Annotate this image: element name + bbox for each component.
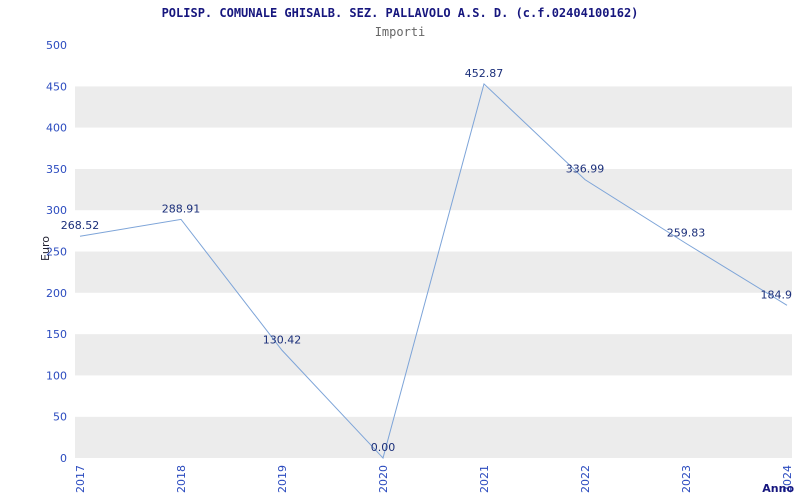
svg-text:2021: 2021 <box>478 465 491 493</box>
svg-text:288.91: 288.91 <box>162 202 201 215</box>
chart-title: POLISP. COMUNALE GHISALB. SEZ. PALLAVOLO… <box>161 6 639 20</box>
svg-text:2023: 2023 <box>680 465 693 493</box>
svg-text:2024: 2024 <box>781 465 794 493</box>
svg-text:250: 250 <box>46 246 67 259</box>
svg-text:452.87: 452.87 <box>465 67 504 80</box>
y-axis-label: Euro <box>38 236 52 261</box>
svg-text:2017: 2017 <box>74 465 87 493</box>
svg-text:450: 450 <box>46 80 67 93</box>
svg-text:130.42: 130.42 <box>263 333 302 346</box>
svg-text:400: 400 <box>46 122 67 135</box>
svg-text:150: 150 <box>46 328 67 341</box>
svg-text:259.83: 259.83 <box>667 226 706 239</box>
svg-text:50: 50 <box>53 411 67 424</box>
svg-text:268.52: 268.52 <box>61 219 100 232</box>
svg-text:184.9: 184.9 <box>761 288 793 301</box>
svg-text:2022: 2022 <box>579 465 592 493</box>
svg-text:336.99: 336.99 <box>566 163 605 176</box>
svg-text:200: 200 <box>46 287 67 300</box>
svg-text:100: 100 <box>46 369 67 382</box>
svg-text:500: 500 <box>46 39 67 52</box>
svg-text:0: 0 <box>60 452 67 465</box>
svg-text:300: 300 <box>46 204 67 217</box>
svg-text:350: 350 <box>46 163 67 176</box>
chart-subtitle: Importi <box>374 25 426 39</box>
x-axis-label: Anno <box>762 482 794 495</box>
svg-text:2018: 2018 <box>175 465 188 493</box>
svg-text:2019: 2019 <box>276 465 289 493</box>
svg-text:2020: 2020 <box>377 465 390 493</box>
svg-text:0.00: 0.00 <box>371 441 396 454</box>
